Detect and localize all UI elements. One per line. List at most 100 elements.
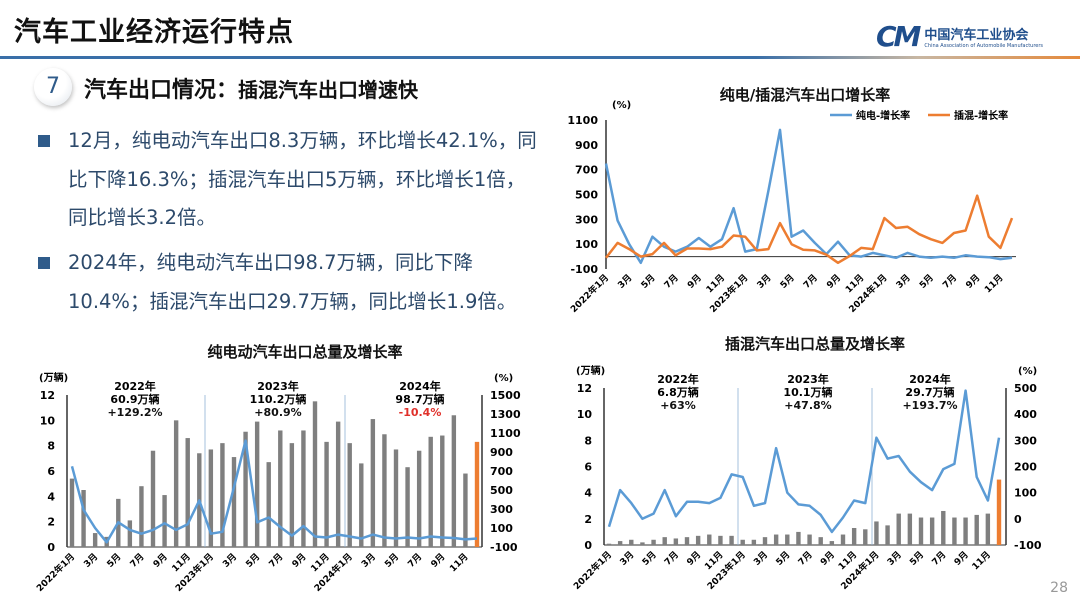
x-tick-label: 2022年1月 <box>571 549 614 592</box>
x-tick-label: 5月 <box>639 272 658 291</box>
left-tick-label: 6 <box>47 465 55 478</box>
bar <box>662 537 667 545</box>
right-tick-label: 300 <box>490 503 513 516</box>
left-axis-unit: (万辆) <box>39 371 68 384</box>
x-tick-label: 5月 <box>774 549 793 568</box>
x-tick-label: 7月 <box>662 272 681 291</box>
bar <box>606 543 612 545</box>
x-tick-label: 5月 <box>778 272 797 291</box>
left-tick-label: 12 <box>577 382 592 395</box>
x-tick-label: 7月 <box>796 549 815 568</box>
y-tick-label: 900 <box>575 139 598 152</box>
chart-title-bev: 纯电动汽车出口总量及增长率 <box>207 343 403 361</box>
logo-mark-icon: CM <box>876 20 921 53</box>
left-tick-label: 12 <box>40 389 55 402</box>
left-tick-label: 4 <box>47 490 55 503</box>
bar <box>301 430 306 547</box>
right-tick-label: 300 <box>1014 434 1037 447</box>
bar <box>640 542 645 545</box>
x-tick-label: 11月 <box>983 272 1006 295</box>
x-tick-label: 7月 <box>662 549 681 568</box>
right-tick-label: 900 <box>490 446 513 459</box>
bar <box>718 535 723 545</box>
x-tick-label: 7月 <box>801 272 820 291</box>
bar <box>929 517 935 545</box>
left-tick-label: 8 <box>584 434 592 447</box>
x-tick-label: 9月 <box>818 549 837 568</box>
bar <box>773 534 779 545</box>
bar <box>278 430 283 547</box>
right-tick-label: 700 <box>490 465 513 478</box>
x-tick-label: 5月 <box>244 551 263 570</box>
right-tick-label: 100 <box>1014 487 1037 500</box>
bar <box>617 541 623 545</box>
bar <box>896 513 901 545</box>
annotation-growth: +63% <box>660 399 696 412</box>
left-tick-label: 8 <box>47 440 55 453</box>
bar <box>885 525 890 545</box>
bar <box>69 478 75 547</box>
bar <box>185 438 190 547</box>
bar <box>127 520 133 547</box>
annotation-year: 2023年 <box>257 379 299 393</box>
bar <box>208 449 214 547</box>
x-tick-label: 7月 <box>941 272 960 291</box>
x-tick-label: 5月 <box>640 549 659 568</box>
annotation-total: 60.9万辆 <box>110 392 159 406</box>
bar <box>941 510 946 545</box>
y-tick-label: 300 <box>575 213 598 226</box>
bar <box>807 534 812 545</box>
x-tick-label: 9月 <box>151 551 170 570</box>
bar <box>829 541 835 545</box>
left-tick-label: 10 <box>577 408 593 421</box>
bar <box>629 539 634 545</box>
x-tick-label: 5月 <box>383 551 402 570</box>
y-tick-label: 500 <box>575 189 598 202</box>
bar <box>474 441 480 547</box>
x-tick-label: 7月 <box>406 551 425 570</box>
x-tick-label: 3月 <box>616 272 635 291</box>
bar <box>382 434 387 547</box>
growth-line <box>70 439 478 544</box>
right-tick-label: 1100 <box>490 427 521 440</box>
bar <box>220 443 225 547</box>
y-axis-unit: (%) <box>612 100 631 111</box>
bar <box>974 514 979 545</box>
x-tick-label: 9月 <box>685 272 704 291</box>
bar <box>463 473 468 547</box>
bar <box>335 421 341 547</box>
annotation-growth: +80.9% <box>254 406 301 419</box>
bar <box>952 517 957 545</box>
bar <box>785 534 790 545</box>
annotation-growth: +129.2% <box>107 406 162 419</box>
bar <box>695 535 701 545</box>
series-line-bev <box>604 128 1013 265</box>
x-tick-label: 7月 <box>267 551 286 570</box>
annotation-growth: +193.7% <box>902 399 957 412</box>
bar <box>451 415 457 547</box>
bar <box>684 537 690 545</box>
chart-title-phev: 插混汽车出口总量及增长率 <box>724 335 905 353</box>
annotation-total: 10.1万辆 <box>783 385 832 399</box>
bar <box>173 420 179 547</box>
bar <box>92 533 98 547</box>
chart-title-growth: 纯电/插混汽车出口增长率 <box>719 86 891 104</box>
bar <box>907 513 913 545</box>
bar <box>162 495 167 547</box>
bullet-item: 12月，纯电动汽车出口8.3万辆，环比增长42.1%，同比下降16.3%；插混汽… <box>38 122 538 238</box>
right-axis-unit: (%) <box>1018 366 1037 377</box>
annotation-year: 2022年 <box>114 379 156 393</box>
bar <box>359 463 364 547</box>
bar <box>673 538 679 545</box>
bar <box>81 490 86 547</box>
bar <box>254 421 260 547</box>
x-tick-label: 3月 <box>894 272 913 291</box>
y-tick-label: 700 <box>575 164 598 177</box>
bar <box>762 537 768 545</box>
bar <box>370 419 376 547</box>
x-tick-label: 9月 <box>685 549 704 568</box>
bar <box>139 486 144 547</box>
x-tick-label: 9月 <box>429 551 448 570</box>
bar <box>651 539 656 545</box>
